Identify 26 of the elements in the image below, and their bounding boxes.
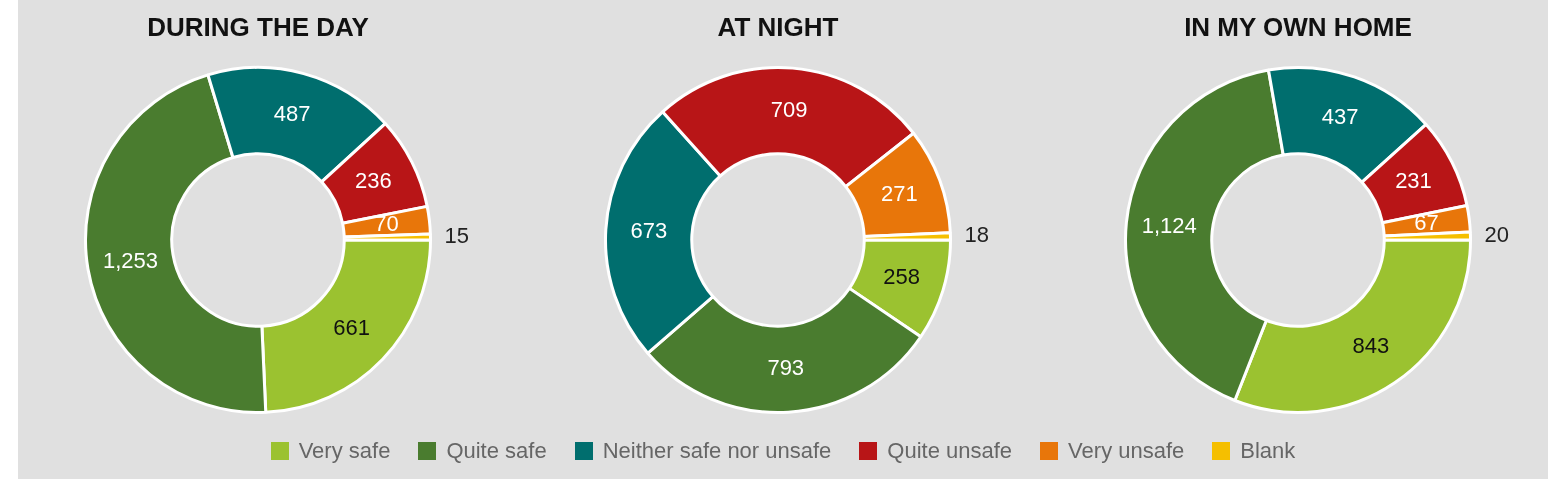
data-label: 1,253 [102, 247, 159, 273]
data-label: 661 [333, 315, 370, 341]
legend-label: Quite unsafe [886, 438, 1013, 463]
data-label: 271 [880, 181, 918, 207]
data-label: 15 [444, 222, 469, 248]
data-label: 673 [630, 218, 668, 244]
legend-label: Very safe [297, 438, 391, 463]
data-label: 20 [1484, 221, 1509, 247]
data-label: 793 [767, 355, 805, 381]
chart-title: AT NIGHT [716, 12, 840, 43]
data-label: 709 [770, 97, 808, 123]
data-label: 67 [1414, 210, 1439, 236]
legend-label: Very unsafe [1067, 438, 1185, 463]
data-label: 258 [883, 264, 921, 290]
data-label: 236 [355, 167, 392, 193]
data-label: 843 [1352, 333, 1390, 358]
chart-title: IN MY OWN HOME [1183, 12, 1413, 43]
data-label: 231 [1395, 167, 1432, 193]
data-label: 18 [964, 222, 989, 248]
data-label: 487 [273, 101, 311, 127]
data-label: 437 [1321, 103, 1359, 129]
legend-label: Neither safe nor unsafe [601, 438, 832, 463]
chart-title: DURING THE DAY [146, 12, 370, 43]
legend-label: Blank [1239, 438, 1296, 463]
legend-label: Quite safe [445, 438, 547, 463]
data-label: 1,124 [1141, 212, 1197, 238]
